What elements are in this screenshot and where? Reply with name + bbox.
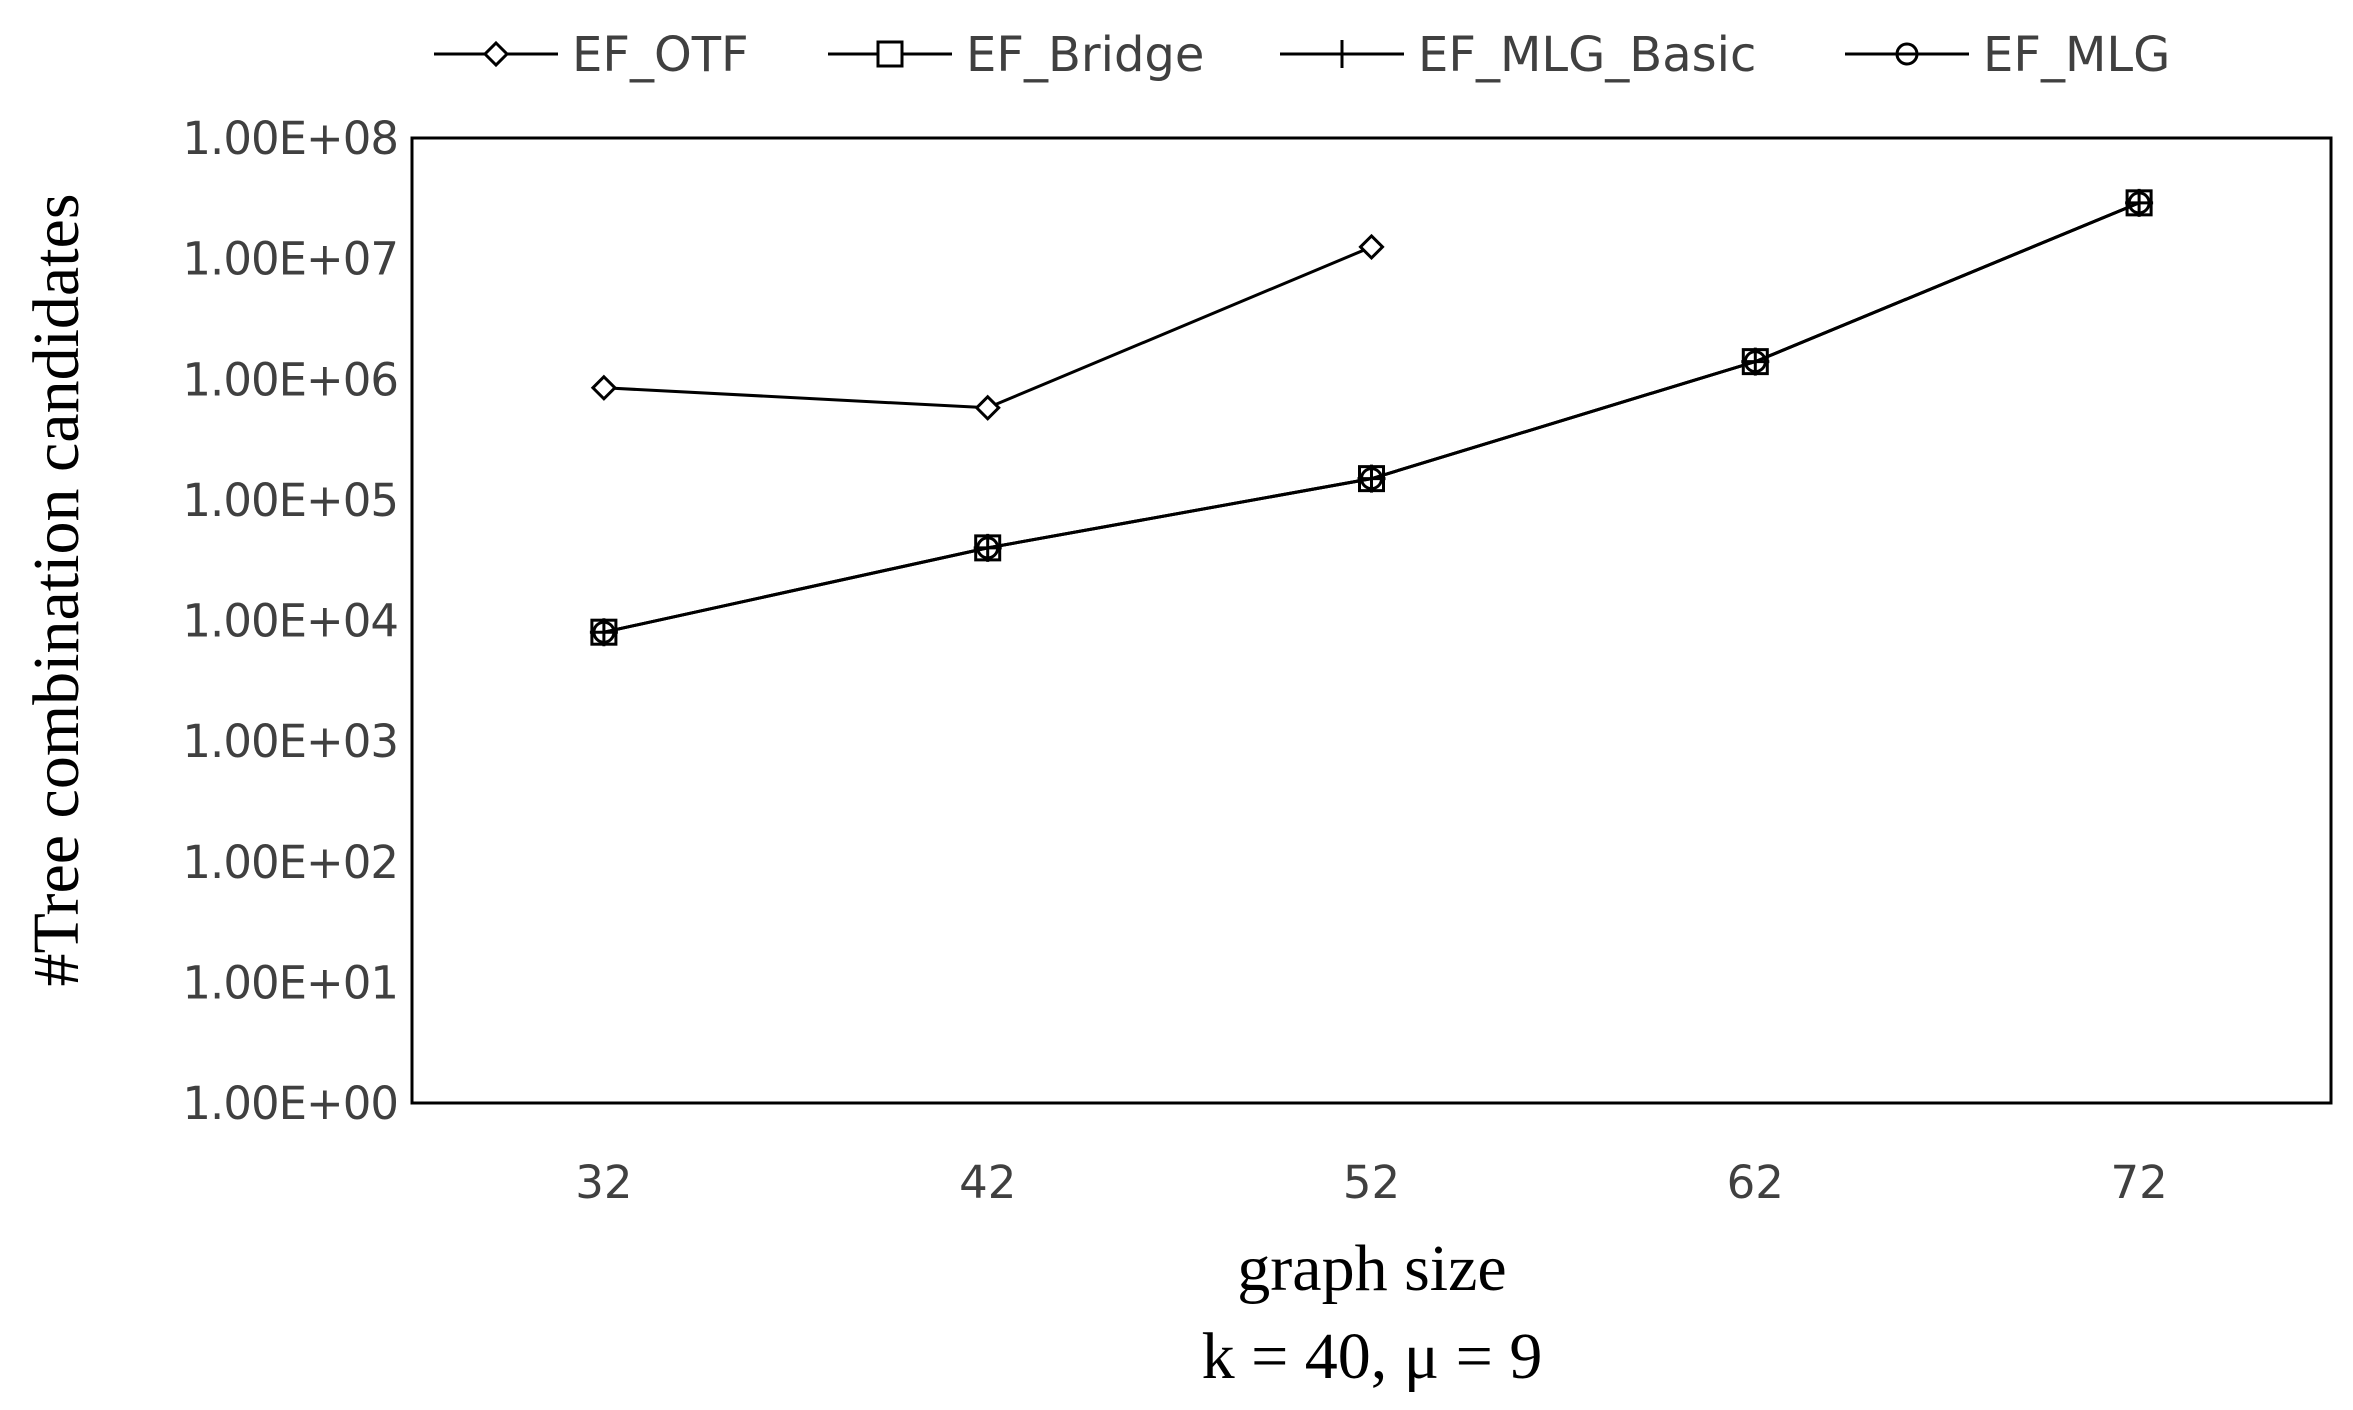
legend-item-ef-mlg-basic: EF_MLG_Basic [1280, 27, 1756, 83]
y-tick-label: 1.00E+07 [182, 233, 398, 286]
series-ef-mlg [592, 191, 2151, 644]
y-tick-label: 1.00E+08 [182, 112, 398, 165]
x-tick-label: 42 [959, 1156, 1016, 1209]
y-tick-label: 1.00E+06 [182, 353, 398, 406]
data-point-ef-otf [590, 374, 618, 401]
chart-subtitle: k = 40, μ = 9 [1202, 1320, 1543, 1393]
legend-label: EF_Bridge [966, 27, 1204, 83]
legend-marker-ef-otf [482, 40, 510, 68]
y-tick-label: 1.00E+04 [182, 595, 398, 648]
data-point-ef-otf [1358, 233, 1385, 261]
legend-marker-ef-mlg-basic [1328, 40, 1356, 68]
legend-item-ef-bridge: EF_Bridge [828, 27, 1204, 83]
data-point-ef-otf [974, 394, 1001, 421]
data-point-ef-mlg [2127, 191, 2151, 215]
legend: EF_OTF EF_Bridge EF_MLG_Basic EF_MLG [434, 27, 2170, 83]
x-tick-label: 52 [1343, 1156, 1400, 1209]
data-point-ef-mlg [592, 620, 616, 644]
y-tick-label: 1.00E+00 [182, 1077, 398, 1130]
series-line-ef-mlg [603, 201, 2140, 634]
legend-label: EF_MLG_Basic [1418, 27, 1756, 83]
x-axis-ticks: 32 42 52 62 72 [575, 1156, 2167, 1209]
series-ef-otf [590, 233, 1385, 421]
x-axis-title: graph size [1237, 1232, 1506, 1305]
legend-label: EF_MLG [1983, 27, 2170, 83]
y-tick-label: 1.00E+01 [182, 956, 398, 1009]
x-tick-label: 72 [2110, 1156, 2167, 1209]
plot-area-frame [410, 136, 2333, 1105]
legend-marker-ef-bridge [876, 40, 904, 68]
x-tick-label: 62 [1727, 1156, 1784, 1209]
legend-item-ef-mlg: EF_MLG [1845, 27, 2170, 83]
legend-label: EF_OTF [572, 27, 749, 83]
y-tick-label: 1.00E+02 [182, 836, 398, 889]
data-point-ef-mlg [1743, 350, 1767, 374]
y-axis-title: #Tree combination candidates [20, 193, 93, 986]
data-point-ef-mlg [976, 536, 1000, 560]
y-axis-ticks: 1.00E+00 1.00E+01 1.00E+02 1.00E+03 1.00E+04… [182, 112, 399, 1130]
y-tick-label: 1.00E+05 [182, 474, 398, 527]
series-layer [589, 188, 2154, 647]
data-point-ef-mlg [1360, 467, 1383, 491]
legend-item-ef-otf: EF_OTF [434, 27, 749, 83]
y-tick-label: 1.00E+03 [182, 715, 398, 768]
legend-marker-ef-mlg [1895, 42, 1919, 66]
x-tick-label: 32 [575, 1156, 632, 1209]
